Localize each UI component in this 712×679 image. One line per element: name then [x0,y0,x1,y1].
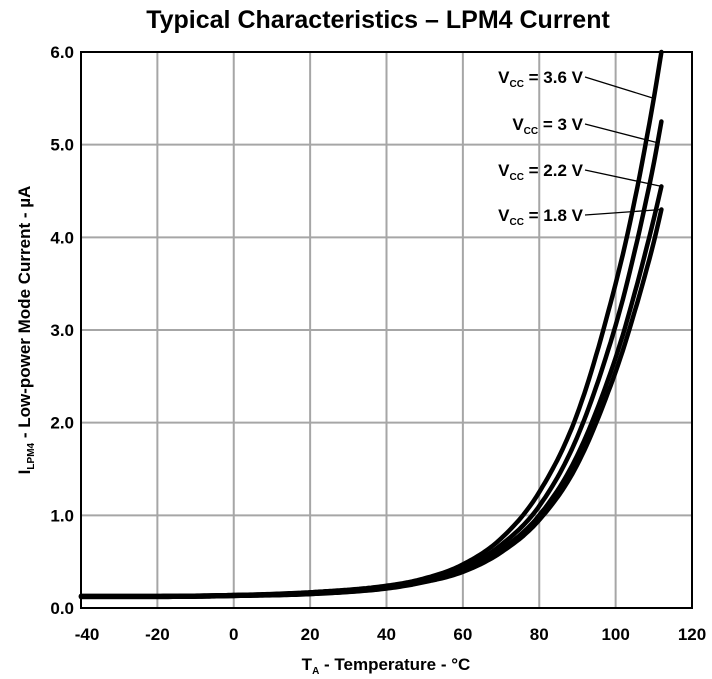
y-tick-label: 5.0 [50,136,74,155]
series-callout-2: VCC = 2.2 V [498,161,662,188]
y-tick-label: 6.0 [50,43,74,62]
callout-leader-line [584,76,655,99]
series-callouts: VCC = 3.6 V VCC = 3 V VCC = 2.2 V VCC = 1.8… [498,68,662,228]
y-tick-label: 0.0 [50,599,74,618]
x-tick-label: -40 [75,625,100,644]
x-tick-label: -20 [145,625,170,644]
grid-lines [81,52,692,608]
callout-label: VCC = 3 V [512,115,583,137]
x-tick-label: 20 [301,625,320,644]
x-tick-label: 0 [229,625,238,644]
x-tick-label: 40 [377,625,396,644]
callout-leader-line [584,169,662,188]
callout-label: VCC = 2.2 V [498,161,584,183]
x-tick-label: 100 [601,625,629,644]
y-tick-label: 1.0 [50,506,74,525]
series-callout-3: VCC = 1.8 V [498,206,662,228]
y-tick-label: 4.0 [50,228,74,247]
y-axis-ticks: 0.0 1.0 2.0 3.0 4.0 5.0 6.0 [50,43,74,618]
x-tick-label: 80 [530,625,549,644]
callout-label: VCC = 1.8 V [498,206,584,228]
series-line-1 [78,119,664,599]
y-axis-label: ILPM4 - Low-power Mode Current - µA [15,186,37,475]
callout-leader-line [584,123,658,144]
x-tick-label: 120 [678,625,706,644]
series-callout-0: VCC = 3.6 V [498,68,655,99]
y-tick-label: 2.0 [50,414,74,433]
series-line-2 [78,184,664,600]
x-axis-label: TA - Temperature - °C [302,655,471,677]
plot-frame [80,51,693,609]
series-callout-1: VCC = 3 V [512,115,658,144]
x-tick-label: 60 [453,625,472,644]
chart-title: Typical Characteristics – LPM4 Current [146,6,610,34]
callout-label: VCC = 3.6 V [498,68,584,90]
x-axis-ticks: -40 -20 0 20 40 60 80 100 120 [75,625,706,644]
y-tick-label: 3.0 [50,321,74,340]
data-series [78,49,664,600]
series-line-3 [78,207,664,600]
callout-leader-line [584,208,662,216]
